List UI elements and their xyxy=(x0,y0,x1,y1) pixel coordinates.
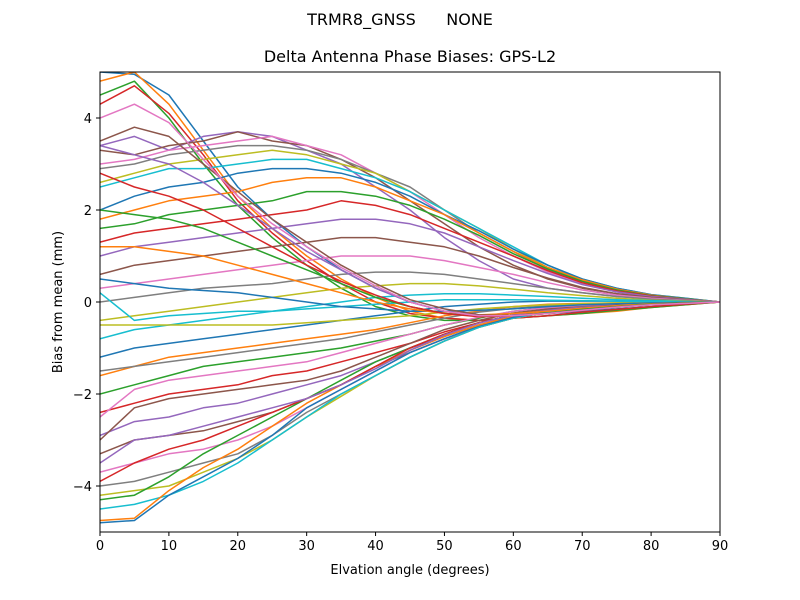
figure-suptitle: TRMR8_GNSS NONE xyxy=(307,10,493,29)
y-axis: −4 −2 0 2 4 xyxy=(73,112,100,495)
x-tick-label: 60 xyxy=(505,539,522,554)
x-axis: 0 10 20 30 40 50 60 70 80 90 xyxy=(96,532,728,554)
series-line-41 xyxy=(100,278,720,312)
x-tick-label: 30 xyxy=(298,539,315,554)
series-line-13 xyxy=(100,190,720,303)
series-line-39 xyxy=(100,301,720,326)
x-tick-label: 10 xyxy=(161,539,178,554)
y-tick-label: −2 xyxy=(73,388,92,403)
series-line-46 xyxy=(100,126,720,317)
y-tick-label: 0 xyxy=(84,296,92,311)
series-line-15 xyxy=(100,218,720,303)
series-line-34 xyxy=(100,301,720,483)
series-layer xyxy=(100,72,720,524)
series-line-14 xyxy=(100,200,720,303)
series-line-20 xyxy=(100,292,720,340)
x-tick-label: 80 xyxy=(643,539,660,554)
y-tick-label: −4 xyxy=(73,480,92,495)
x-tick-label: 0 xyxy=(96,539,104,554)
y-axis-label: Bias from mean (mm) xyxy=(51,231,66,373)
series-line-30 xyxy=(100,301,720,510)
x-tick-label: 70 xyxy=(574,539,591,554)
series-line-17 xyxy=(100,255,720,303)
series-line-18 xyxy=(100,271,720,303)
series-line-37 xyxy=(100,301,720,418)
x-tick-label: 90 xyxy=(712,539,729,554)
series-line-42 xyxy=(100,246,720,316)
series-line-11 xyxy=(100,167,720,303)
series-line-35 xyxy=(100,301,720,464)
x-axis-label: Elvation angle (degrees) xyxy=(330,563,489,578)
chart-title: Delta Antenna Phase Biases: GPS-L2 xyxy=(263,47,557,66)
series-line-4 xyxy=(100,85,720,322)
series-line-28 xyxy=(100,301,720,487)
series-line-12 xyxy=(100,177,720,303)
series-line-31 xyxy=(100,301,720,524)
series-line-27 xyxy=(100,301,720,473)
series-line-47 xyxy=(100,103,720,317)
y-tick-label: 4 xyxy=(84,112,92,127)
series-line-1 xyxy=(100,72,720,317)
series-line-33 xyxy=(100,301,720,501)
x-tick-label: 40 xyxy=(367,539,384,554)
series-line-38 xyxy=(100,301,720,372)
x-tick-label: 50 xyxy=(436,539,453,554)
series-line-10 xyxy=(100,158,720,303)
y-tick-label: 2 xyxy=(84,204,92,219)
x-tick-label: 20 xyxy=(230,539,247,554)
series-line-19 xyxy=(100,282,720,322)
